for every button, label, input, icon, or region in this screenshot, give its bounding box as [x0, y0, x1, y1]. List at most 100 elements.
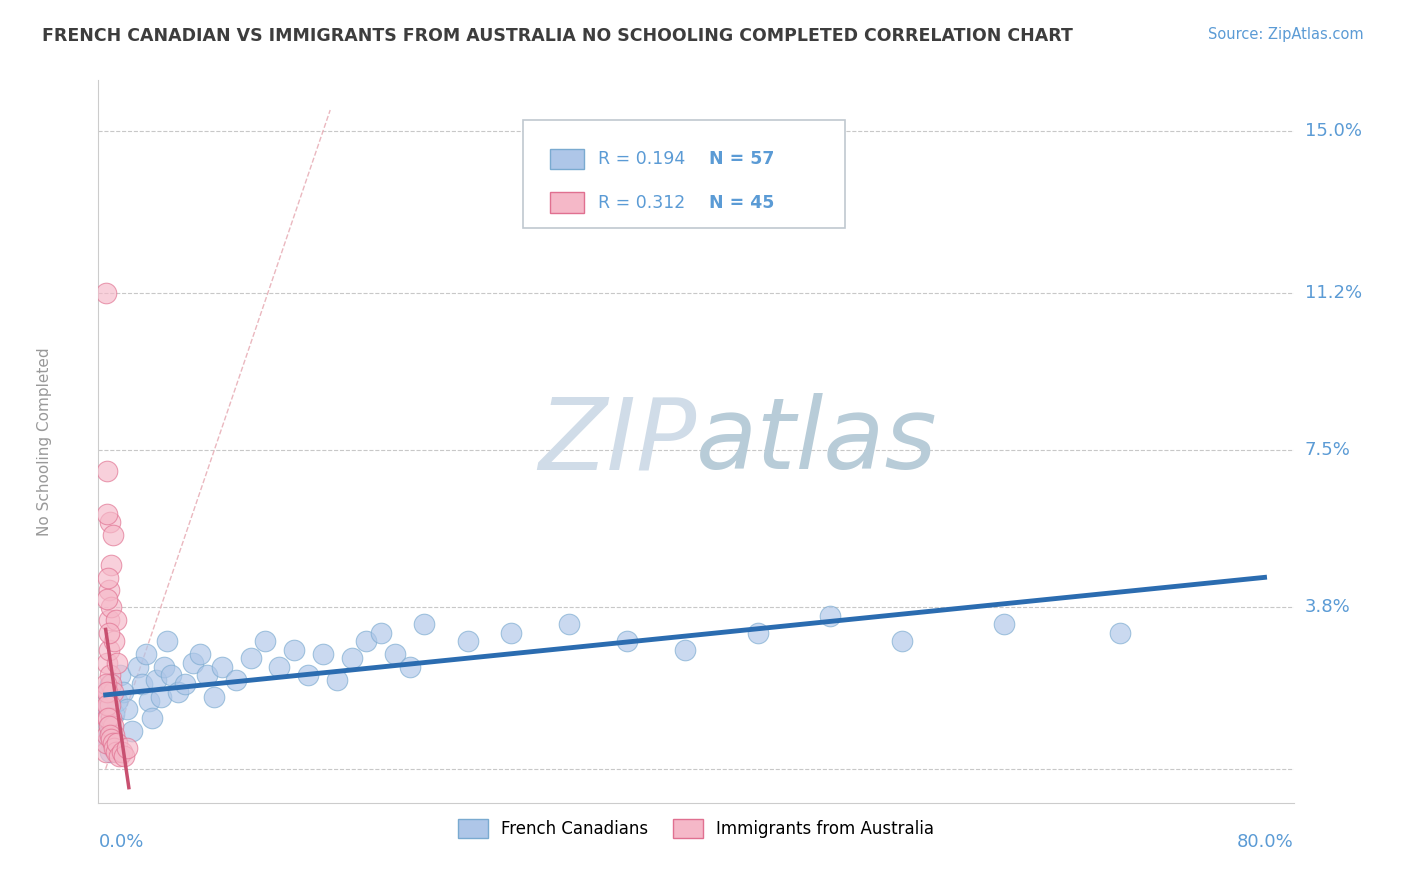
Text: 80.0%: 80.0% — [1237, 833, 1294, 851]
Text: ZIP: ZIP — [537, 393, 696, 490]
Point — [97, 613, 120, 627]
Point — [253, 634, 276, 648]
Point — [356, 634, 378, 648]
Point — [101, 736, 124, 750]
Point — [152, 660, 174, 674]
Point — [326, 673, 349, 687]
Point — [98, 677, 121, 691]
Point — [94, 677, 117, 691]
Point — [1108, 625, 1130, 640]
Text: 0.0%: 0.0% — [98, 833, 143, 851]
Point — [121, 723, 143, 738]
Point — [138, 694, 160, 708]
Point — [117, 740, 139, 755]
Text: R = 0.312: R = 0.312 — [598, 194, 685, 211]
Text: FRENCH CANADIAN VS IMMIGRANTS FROM AUSTRALIA NO SCHOOLING COMPLETED CORRELATION : FRENCH CANADIAN VS IMMIGRANTS FROM AUSTR… — [42, 27, 1073, 45]
Point — [155, 634, 177, 648]
Point — [149, 690, 172, 704]
Point — [97, 728, 120, 742]
Bar — [550, 193, 583, 212]
Point — [112, 685, 135, 699]
Point — [96, 285, 118, 300]
Point — [891, 634, 914, 648]
Point — [399, 660, 422, 674]
Point — [96, 464, 118, 478]
Point — [96, 698, 118, 712]
Point — [181, 656, 204, 670]
Point — [97, 698, 120, 712]
Point — [96, 702, 118, 716]
Point — [97, 711, 120, 725]
Text: 15.0%: 15.0% — [1305, 122, 1361, 140]
Point — [818, 608, 841, 623]
Point — [340, 651, 363, 665]
Legend: French Canadians, Immigrants from Australia: French Canadians, Immigrants from Austra… — [451, 813, 941, 845]
Point — [202, 690, 225, 704]
Point — [96, 656, 118, 670]
Text: No Schooling Completed: No Schooling Completed — [37, 347, 52, 536]
Point — [98, 698, 121, 712]
Point — [558, 617, 581, 632]
Point — [673, 642, 696, 657]
Point — [110, 745, 132, 759]
Point — [105, 694, 128, 708]
Point — [94, 745, 117, 759]
Point — [297, 668, 319, 682]
Point — [97, 719, 120, 733]
Point — [100, 711, 122, 725]
Point — [103, 728, 125, 742]
Point — [98, 668, 121, 682]
Point — [96, 685, 118, 699]
Point — [97, 642, 120, 657]
Point — [98, 728, 121, 742]
Text: atlas: atlas — [696, 393, 938, 490]
Point — [283, 642, 305, 657]
Point — [103, 740, 125, 755]
FancyBboxPatch shape — [523, 120, 845, 228]
Point — [105, 656, 128, 670]
Point — [96, 736, 118, 750]
Point — [131, 677, 153, 691]
Point — [141, 711, 163, 725]
Point — [117, 702, 139, 716]
Point — [107, 749, 129, 764]
Point — [616, 634, 638, 648]
Point — [225, 673, 247, 687]
Text: 3.8%: 3.8% — [1305, 599, 1350, 616]
Point — [413, 617, 436, 632]
Point — [100, 558, 122, 572]
Point — [96, 591, 118, 606]
Point — [239, 651, 262, 665]
Point — [98, 745, 121, 759]
Point — [370, 625, 392, 640]
Point — [105, 736, 128, 750]
Text: N = 45: N = 45 — [709, 194, 775, 211]
Point — [269, 660, 291, 674]
Point — [747, 625, 769, 640]
Point — [160, 668, 183, 682]
Point — [127, 660, 149, 674]
Point — [98, 516, 121, 530]
Point — [103, 706, 125, 721]
Point — [312, 647, 335, 661]
Point — [97, 719, 120, 733]
Point — [104, 613, 127, 627]
Point — [101, 528, 124, 542]
Point — [96, 736, 118, 750]
Point — [167, 685, 190, 699]
Point — [501, 625, 523, 640]
Point — [96, 711, 118, 725]
Point — [384, 647, 406, 661]
Point — [100, 719, 122, 733]
Point — [97, 732, 120, 747]
Point — [97, 685, 120, 699]
Text: R = 0.194: R = 0.194 — [598, 150, 685, 168]
Point — [108, 668, 131, 682]
Text: 11.2%: 11.2% — [1305, 284, 1362, 301]
Point — [457, 634, 479, 648]
Point — [135, 647, 157, 661]
Point — [100, 600, 122, 615]
Point — [101, 740, 124, 755]
Bar — [550, 149, 583, 169]
Point — [96, 728, 118, 742]
